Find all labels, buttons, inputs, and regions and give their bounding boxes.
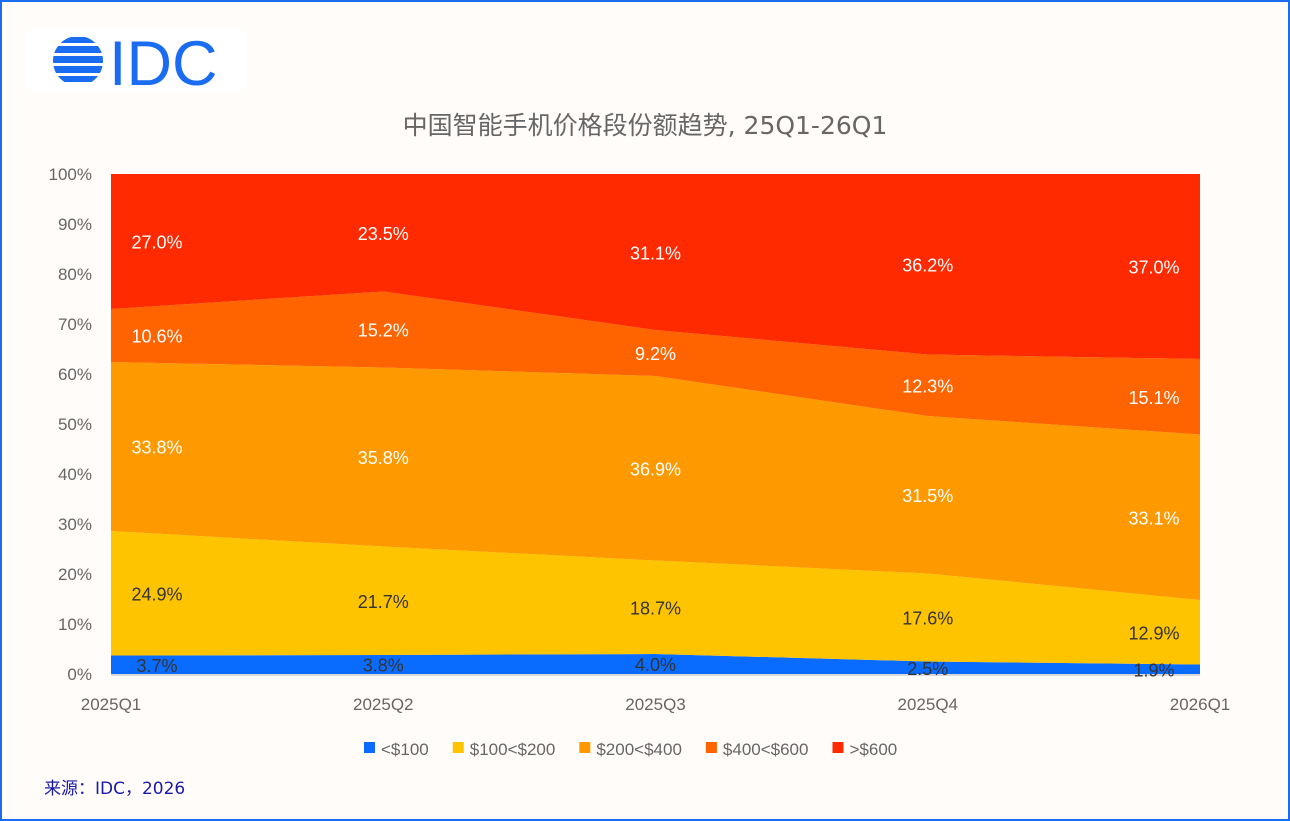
x-tick-label: 2025Q3	[625, 695, 686, 714]
data-label: 3.8%	[363, 656, 404, 676]
x-tick-label: 2025Q1	[81, 695, 142, 714]
x-tick-label: 2025Q2	[353, 695, 414, 714]
data-label: 31.5%	[902, 486, 953, 506]
area-series-1	[111, 531, 1200, 665]
y-tick-label: 90%	[58, 215, 92, 234]
y-tick-label: 70%	[58, 315, 92, 334]
area-series-0	[111, 654, 1200, 674]
data-label: 4.0%	[635, 655, 676, 675]
y-tick-label: 60%	[58, 365, 92, 384]
data-label: 35.8%	[358, 448, 409, 468]
chart-title: 中国智能手机价格段份额趋势, 25Q1-26Q1	[402, 111, 888, 140]
y-tick-label: 100%	[49, 165, 92, 184]
idc-logo-icon: IDC	[53, 29, 218, 92]
data-label: 23.5%	[358, 224, 409, 244]
data-label: 12.9%	[1128, 623, 1179, 643]
data-label: 36.2%	[902, 255, 953, 275]
data-label: 33.8%	[131, 438, 182, 458]
area-series-4	[111, 174, 1200, 359]
y-tick-label: 0%	[67, 665, 92, 684]
area-series-3	[111, 291, 1200, 435]
legend-swatch	[364, 742, 375, 753]
data-label: 31.1%	[630, 243, 681, 263]
legend-swatch	[705, 742, 717, 753]
data-label: 37.0%	[1128, 258, 1179, 278]
y-tick-label: 80%	[58, 265, 92, 284]
legend-label: $400<$600	[723, 740, 809, 759]
legend-label: <$100	[381, 740, 429, 759]
data-label: 17.6%	[902, 609, 953, 629]
data-label: 3.7%	[136, 656, 177, 676]
data-label: 15.2%	[358, 321, 409, 341]
data-label: 18.7%	[630, 598, 681, 618]
y-tick-label: 40%	[58, 465, 92, 484]
y-tick-label: 20%	[58, 565, 92, 584]
data-label: 15.1%	[1128, 388, 1179, 408]
area-series-2	[111, 362, 1200, 600]
legend-swatch	[452, 742, 464, 753]
data-label: 1.9%	[1133, 660, 1174, 680]
data-label: 12.3%	[902, 376, 953, 396]
legend-label: $200<$400	[596, 740, 682, 759]
svg-text:IDC: IDC	[109, 29, 218, 92]
data-label: 10.6%	[131, 327, 182, 347]
data-label: 2.5%	[907, 659, 948, 679]
y-tick-label: 10%	[58, 615, 92, 634]
x-tick-label: 2026Q1	[1170, 695, 1231, 714]
data-label: 27.0%	[131, 233, 182, 253]
legend-label: $100<$200	[470, 740, 556, 759]
source-note: 来源：IDC，2026	[44, 779, 186, 799]
data-label: 9.2%	[635, 344, 676, 364]
x-tick-label: 2025Q4	[898, 695, 959, 714]
data-label: 33.1%	[1128, 508, 1179, 528]
legend-swatch	[579, 742, 591, 753]
data-label: 36.9%	[630, 459, 681, 479]
idc-logo: IDC	[26, 29, 246, 92]
data-label: 21.7%	[358, 592, 409, 612]
data-label: 24.9%	[131, 584, 182, 604]
legend-swatch	[832, 742, 844, 753]
legend-label: >$600	[849, 740, 897, 759]
y-tick-label: 50%	[58, 415, 92, 434]
y-tick-label: 30%	[58, 515, 92, 534]
